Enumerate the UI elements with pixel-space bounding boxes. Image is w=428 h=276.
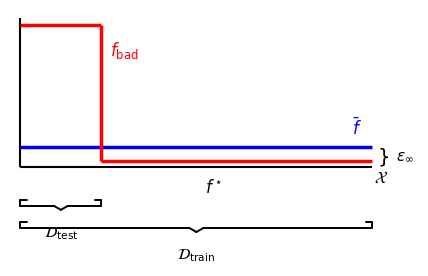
Text: $\mathcal{X}$: $\mathcal{X}$ [374,169,389,187]
Text: $\bar{f}$: $\bar{f}$ [352,118,362,139]
Text: $f_{\mathrm{bad}}$: $f_{\mathrm{bad}}$ [110,41,139,62]
Text: $f^\star$: $f^\star$ [205,179,223,197]
Text: $\mathcal{D}_{\mathrm{test}}$: $\mathcal{D}_{\mathrm{test}}$ [44,225,78,242]
Text: $\}$: $\}$ [377,146,389,168]
Text: $\varepsilon_\infty$: $\varepsilon_\infty$ [396,149,414,164]
Text: $\mathcal{D}_{\mathrm{train}}$: $\mathcal{D}_{\mathrm{train}}$ [177,248,216,264]
